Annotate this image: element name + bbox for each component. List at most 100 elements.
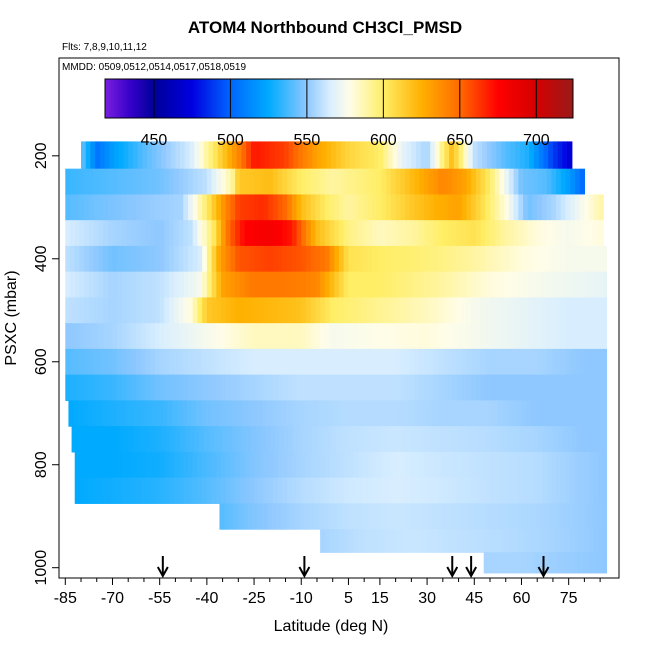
heatmap-cell xyxy=(202,220,208,247)
heatmap-cell xyxy=(499,168,505,196)
heatmap-cell xyxy=(246,141,252,170)
heatmap-cell xyxy=(233,503,239,530)
heatmap-cell xyxy=(518,477,524,504)
heatmap-cell xyxy=(169,451,175,479)
heatmap-cell xyxy=(494,271,501,298)
heatmap-cell xyxy=(335,426,342,453)
heatmap-cell xyxy=(221,477,227,504)
heatmap-cell xyxy=(447,168,453,196)
heatmap-cell xyxy=(552,426,559,453)
heatmap-cell xyxy=(147,141,153,170)
heatmap-cell xyxy=(392,426,398,453)
heatmap-cell xyxy=(156,141,162,170)
heatmap-cell xyxy=(348,451,354,479)
heatmap-cell xyxy=(183,271,189,298)
heatmap-cell xyxy=(268,348,274,376)
heatmap-cell xyxy=(574,168,581,196)
heatmap-cell xyxy=(93,245,99,273)
heatmap-cell xyxy=(117,374,123,401)
heatmap-cell xyxy=(515,426,521,453)
heatmap-cell xyxy=(589,374,595,401)
heatmap-cell xyxy=(350,141,356,170)
heatmap-cell xyxy=(508,374,515,401)
heatmap-cell xyxy=(156,426,162,453)
heatmap-cell xyxy=(397,141,403,170)
heatmap-cell xyxy=(254,477,260,504)
heatmap-cell xyxy=(112,245,118,273)
heatmap-cell xyxy=(206,271,213,298)
heatmap-cell xyxy=(324,529,331,553)
heatmap-cell xyxy=(73,400,79,427)
heatmap-cell xyxy=(551,271,557,298)
heatmap-cell xyxy=(238,503,244,530)
heatmap-cell xyxy=(131,348,137,376)
heatmap-cell xyxy=(556,529,562,553)
heatmap-cell xyxy=(482,426,488,453)
heatmap-cell xyxy=(579,529,585,553)
heatmap-cell xyxy=(107,271,114,298)
heatmap-cell xyxy=(556,451,562,479)
heatmap-cell xyxy=(230,220,236,247)
heatmap-cell xyxy=(277,477,283,504)
heatmap-cell xyxy=(537,194,543,221)
heatmap-cell xyxy=(526,503,532,530)
heatmap-cell xyxy=(447,451,453,479)
heatmap-cell xyxy=(428,374,434,401)
heatmap-cell xyxy=(375,503,381,530)
heatmap-cell xyxy=(386,374,392,401)
heatmap-cell xyxy=(357,451,364,479)
heatmap-cell xyxy=(439,426,445,453)
heatmap-cell xyxy=(471,245,477,273)
heatmap-cell xyxy=(526,552,532,574)
heatmap-cell xyxy=(169,348,175,376)
heatmap-cell xyxy=(164,323,170,350)
heatmap-cell xyxy=(312,141,318,170)
heatmap-cell xyxy=(125,400,131,427)
heatmap-cell xyxy=(593,220,600,247)
heatmap-cell xyxy=(79,477,85,504)
heatmap-cell xyxy=(504,245,510,273)
heatmap-cell xyxy=(206,477,213,504)
heatmap-cell xyxy=(268,220,274,247)
heatmap-cell xyxy=(296,168,302,196)
heatmap-cell xyxy=(254,297,260,324)
heatmap-cell xyxy=(521,400,527,427)
heatmap-cell xyxy=(128,426,134,453)
heatmap-cell xyxy=(438,477,444,504)
colorbar-tick-label: 550 xyxy=(294,132,321,149)
heatmap-cell xyxy=(145,245,151,273)
heatmap-cell xyxy=(121,168,128,196)
heatmap-cell xyxy=(499,529,505,553)
heatmap-cell xyxy=(173,271,180,298)
heatmap-cell xyxy=(337,400,343,427)
heatmap-cell xyxy=(136,451,142,479)
heatmap-cell xyxy=(184,141,191,170)
heatmap-cell xyxy=(593,323,600,350)
heatmap-cell xyxy=(551,477,557,504)
heatmap-cell xyxy=(433,374,439,401)
heatmap-cell xyxy=(268,374,274,401)
heatmap-cell xyxy=(346,400,353,427)
heatmap-cell xyxy=(601,400,608,427)
heatmap-cell xyxy=(169,271,175,298)
heatmap-cell xyxy=(107,477,114,504)
heatmap-cell xyxy=(433,297,439,324)
heatmap-cell xyxy=(409,529,416,553)
heatmap-cell xyxy=(197,451,203,479)
heatmap-cell xyxy=(79,297,85,324)
heatmap-cell xyxy=(164,271,170,298)
heatmap-cell xyxy=(513,271,519,298)
heatmap-cell xyxy=(403,503,409,530)
heatmap-cell xyxy=(99,426,106,453)
heatmap-cell xyxy=(140,451,147,479)
heatmap-cell xyxy=(320,348,326,376)
heatmap-cell xyxy=(395,220,401,247)
heatmap-cell xyxy=(507,503,513,530)
heatmap-cell xyxy=(329,271,335,298)
heatmap-cell xyxy=(340,426,346,453)
heatmap-cell xyxy=(508,245,515,273)
heatmap-cell xyxy=(372,451,378,479)
heatmap-cell xyxy=(320,271,326,298)
heatmap-cell xyxy=(502,552,508,574)
heatmap-cell xyxy=(565,271,571,298)
